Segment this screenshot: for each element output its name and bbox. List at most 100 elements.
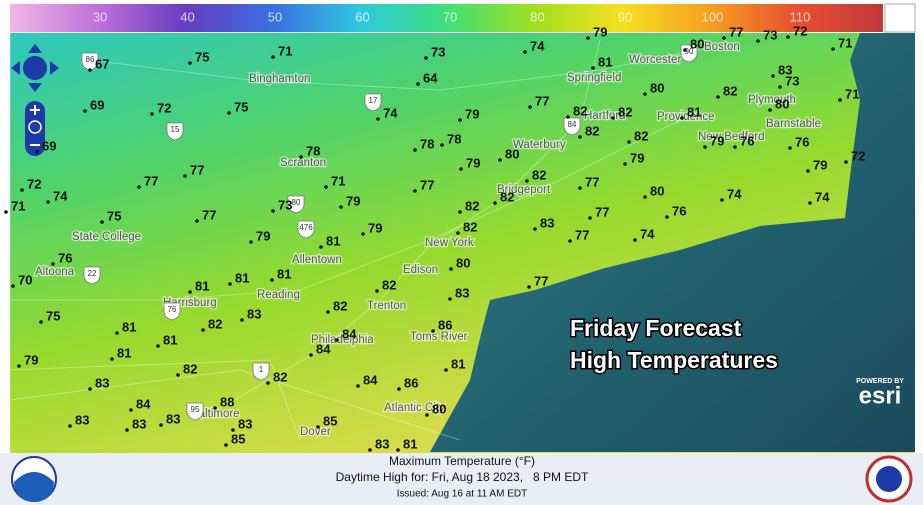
- road: [89, 44, 721, 91]
- temperature: 77: [595, 204, 609, 219]
- city-label: Dover: [300, 426, 331, 438]
- temperature: 82: [618, 104, 632, 119]
- station-dot: [566, 115, 570, 119]
- temperature: 72: [157, 100, 171, 115]
- temperature: 77: [420, 177, 434, 192]
- temperature: 83: [778, 62, 792, 77]
- temperature: 74: [53, 188, 68, 203]
- station-dot: [444, 368, 448, 372]
- city-label: New Bedford: [698, 131, 764, 143]
- temperature: 79: [710, 133, 724, 148]
- station-dot: [309, 353, 313, 357]
- temperature: 84: [136, 396, 151, 411]
- temperature: 81: [163, 332, 177, 347]
- zoom-control: [25, 101, 45, 156]
- temperature: 85: [323, 413, 337, 428]
- station-dot: [733, 145, 737, 149]
- station-dot: [397, 387, 401, 391]
- station-dot: [231, 428, 235, 432]
- temperature: 76: [58, 250, 72, 265]
- temperature: 81: [235, 270, 249, 285]
- station-dot: [176, 373, 180, 377]
- station-dot: [319, 245, 323, 249]
- highway-shields: 86 15 17 80 476 22 76 84 90 1 95: [81, 44, 698, 421]
- temperature: 83: [455, 285, 469, 300]
- temperature: 81: [687, 104, 701, 119]
- pan-control[interactable]: [23, 56, 47, 80]
- city-label: Edison: [403, 264, 438, 276]
- zoom-globe[interactable]: [28, 120, 42, 134]
- station-dot: [578, 135, 582, 139]
- station-dot: [183, 174, 187, 178]
- temperature: 81: [277, 266, 291, 281]
- station-dot: [35, 150, 39, 154]
- temperature: 77: [190, 162, 204, 177]
- shield: [364, 93, 382, 112]
- shield-label: 90: [685, 47, 694, 56]
- road: [9, 369, 461, 441]
- shield-label: 76: [168, 305, 177, 314]
- shield: [563, 117, 581, 136]
- temperature: 80: [456, 255, 470, 270]
- scale-label: 80: [530, 9, 544, 24]
- temperature: 83: [540, 215, 554, 230]
- esri-brand: esri: [859, 382, 902, 409]
- station-dot: [150, 112, 154, 116]
- station-dot: [416, 82, 420, 86]
- station-dot: [299, 155, 303, 159]
- city-label: Trenton: [367, 300, 406, 312]
- station-dot: [83, 109, 87, 113]
- station-dot: [448, 297, 452, 301]
- shield-label: 80: [292, 198, 301, 207]
- shield-label: 84: [568, 120, 577, 129]
- temperature: 71: [278, 43, 292, 58]
- station-dot: [523, 50, 527, 54]
- station-dot: [643, 195, 647, 199]
- station-dot: [100, 220, 104, 224]
- temperature: 79: [593, 24, 607, 39]
- temperature: 77: [575, 227, 589, 242]
- temperature: 81: [117, 345, 131, 360]
- station-dot: [533, 227, 537, 231]
- station-dot: [20, 188, 24, 192]
- temperature: 80: [775, 96, 789, 111]
- temperature: 78: [420, 136, 434, 151]
- station-dot: [778, 85, 782, 89]
- station-dot: [115, 331, 119, 335]
- city-label: Waterbury: [513, 139, 566, 151]
- shield-label: 15: [171, 125, 180, 134]
- shield-label: 476: [299, 223, 313, 232]
- temperature: 77: [729, 24, 743, 39]
- temperature: 77: [144, 173, 158, 188]
- shield: [83, 266, 101, 285]
- temperature: 74: [530, 38, 545, 53]
- temperature: 83: [132, 416, 146, 431]
- temperature: 74: [815, 189, 830, 204]
- shield: [186, 402, 204, 421]
- station-dot: [413, 189, 417, 193]
- station-dot: [498, 158, 502, 162]
- zoom-in[interactable]: [30, 105, 40, 115]
- city-label: New York: [425, 237, 474, 249]
- temperature: 76: [740, 133, 754, 148]
- station-dot: [808, 201, 812, 205]
- temperature: 82: [333, 298, 347, 313]
- city-labels: Binghamton Scranton State College Altoona Al…: [34, 40, 822, 440]
- temperature: 79: [465, 106, 479, 121]
- shield: [252, 362, 270, 381]
- temperature: 84: [342, 326, 357, 341]
- station-dot: [788, 146, 792, 150]
- shield: [297, 220, 315, 239]
- station-dot: [665, 215, 669, 219]
- station-dot: [156, 344, 160, 348]
- station-dot: [527, 285, 531, 289]
- scale-label: 110: [790, 9, 811, 24]
- temperature: 86: [438, 317, 452, 332]
- temperature: 79: [813, 157, 827, 172]
- station-dot: [771, 74, 775, 78]
- temperature: 80: [432, 401, 446, 416]
- scale-label: 90: [618, 9, 632, 24]
- temperature: 79: [630, 150, 644, 165]
